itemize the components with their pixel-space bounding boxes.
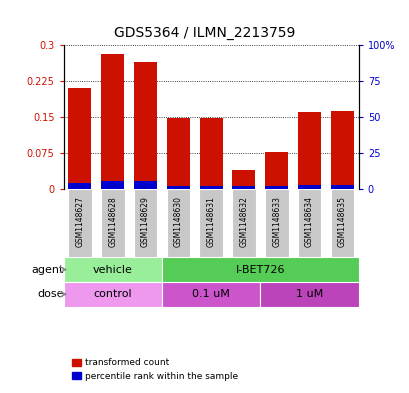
Bar — [265, 186, 288, 189]
Bar — [101, 189, 124, 257]
Bar — [297, 189, 321, 257]
Text: control: control — [93, 289, 132, 299]
Bar — [199, 186, 222, 189]
Bar — [68, 88, 91, 189]
Bar — [297, 112, 320, 189]
Text: GSM1148629: GSM1148629 — [141, 196, 150, 247]
Bar — [68, 189, 92, 257]
Bar — [166, 189, 190, 257]
Bar — [199, 118, 222, 189]
Bar — [63, 257, 162, 282]
Bar — [162, 282, 260, 307]
Text: vehicle: vehicle — [92, 264, 133, 275]
Text: dose: dose — [37, 289, 64, 299]
Bar — [63, 282, 162, 307]
Bar — [231, 189, 255, 257]
Bar — [330, 189, 353, 257]
Bar — [330, 111, 353, 189]
Bar — [166, 185, 189, 189]
Text: GDS5364 / ILMN_2213759: GDS5364 / ILMN_2213759 — [114, 26, 295, 40]
Text: GSM1148635: GSM1148635 — [337, 196, 346, 247]
Text: GSM1148630: GSM1148630 — [173, 196, 182, 247]
Text: 1 uM: 1 uM — [295, 289, 322, 299]
Bar — [101, 54, 124, 189]
Bar — [166, 118, 189, 189]
Text: I-BET726: I-BET726 — [235, 264, 284, 275]
Bar — [101, 181, 124, 189]
Text: GSM1148634: GSM1148634 — [304, 196, 313, 247]
Bar — [162, 257, 358, 282]
Text: GSM1148632: GSM1148632 — [239, 196, 248, 247]
Text: GSM1148631: GSM1148631 — [206, 196, 215, 247]
Text: GSM1148633: GSM1148633 — [272, 196, 281, 247]
Text: agent: agent — [31, 264, 64, 275]
Bar — [134, 62, 157, 189]
Bar — [68, 183, 91, 189]
Legend: transformed count, percentile rank within the sample: transformed count, percentile rank withi… — [68, 355, 241, 385]
Text: GSM1148628: GSM1148628 — [108, 196, 117, 247]
Text: GSM1148627: GSM1148627 — [75, 196, 84, 247]
Text: 0.1 uM: 0.1 uM — [192, 289, 229, 299]
Bar — [330, 185, 353, 189]
Bar — [264, 189, 288, 257]
Bar — [232, 186, 255, 189]
Bar — [265, 152, 288, 189]
Bar — [133, 189, 157, 257]
Bar — [232, 170, 255, 189]
Bar — [260, 282, 358, 307]
Bar — [134, 181, 157, 189]
Bar — [297, 185, 320, 189]
Bar — [199, 189, 222, 257]
